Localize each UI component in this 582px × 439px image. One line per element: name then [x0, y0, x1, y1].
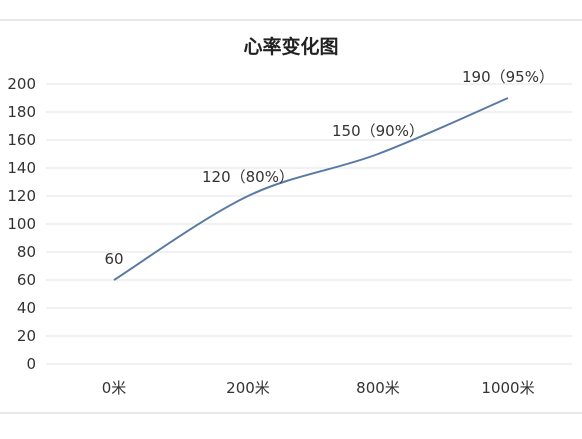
- y-tick-label: 60: [17, 271, 36, 289]
- x-tick-label: 800米: [356, 379, 400, 397]
- y-axis-ticks: 0 20 40 60 80 100 120 140 160 180 200: [7, 75, 36, 373]
- x-axis-ticks: 0米 200米 800米 1000米: [102, 379, 535, 397]
- y-tick-label: 100: [7, 215, 36, 233]
- y-tick-label: 200: [7, 75, 36, 93]
- y-tick-label: 20: [17, 327, 36, 345]
- series-layer: [113, 97, 509, 281]
- data-label: 190（95%）: [462, 68, 554, 86]
- chart-title: 心率变化图: [243, 35, 338, 58]
- y-tick-label: 120: [7, 187, 36, 205]
- y-tick-label: 140: [7, 159, 36, 177]
- y-tick-label: 0: [26, 355, 36, 373]
- x-tick-label: 200米: [226, 379, 270, 397]
- data-labels: 60 120（80%） 150（90%） 190（95%）: [104, 68, 554, 268]
- y-tick-label: 80: [17, 243, 36, 261]
- y-tick-label: 40: [17, 299, 36, 317]
- y-tick-label: 180: [7, 103, 36, 121]
- y-tick-label: 160: [7, 131, 36, 149]
- data-label: 120（80%）: [202, 168, 294, 186]
- x-tick-label: 0米: [102, 379, 127, 397]
- x-tick-label: 1000米: [481, 379, 534, 397]
- series-line: [113, 97, 509, 281]
- data-label: 150（90%）: [332, 122, 424, 140]
- gridlines: [46, 83, 572, 365]
- data-label: 60: [104, 250, 123, 268]
